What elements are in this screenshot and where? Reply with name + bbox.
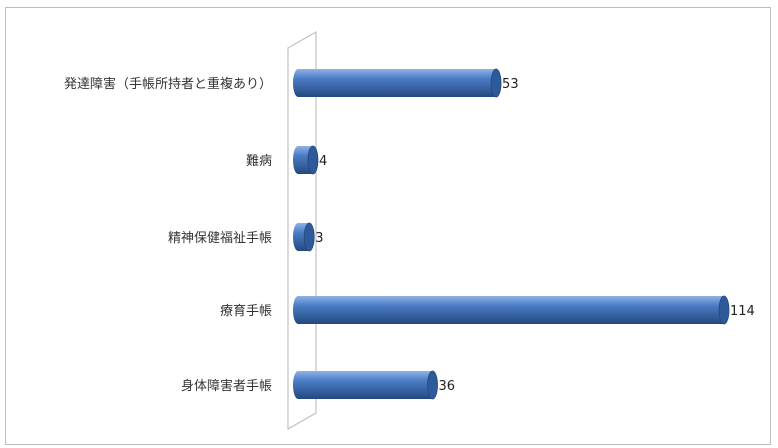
bar-end-cap: [303, 222, 315, 252]
data-label: 53: [502, 77, 519, 92]
bar-end-cap: [490, 68, 502, 98]
bar-series: [293, 68, 730, 400]
bar-5: [293, 370, 438, 400]
bar-start-cap: [293, 146, 303, 174]
data-labels: 53 4 3 114 36: [315, 77, 755, 394]
category-label: 発達障害（手帳所持者と重複あり）: [64, 76, 272, 92]
bar-3: [293, 222, 315, 252]
data-label: 114: [730, 304, 755, 319]
bar-start-cap: [293, 69, 303, 97]
back-wall-outline: [287, 30, 317, 431]
bar-2: [293, 145, 319, 175]
bar-end-cap: [307, 145, 319, 175]
bar-body: [298, 223, 310, 251]
bar-body: [298, 69, 497, 97]
bar-body: [298, 296, 724, 324]
data-label: 36: [439, 379, 456, 394]
category-label: 療育手帳: [220, 303, 272, 319]
chart-back-wall: [287, 30, 317, 431]
bar-1: [293, 68, 502, 98]
bar-body: [298, 371, 433, 399]
category-label: 難病: [246, 154, 272, 169]
category-label: 精神保健福祉手帳: [168, 231, 272, 246]
bar-start-cap: [293, 296, 303, 324]
data-label: 3: [315, 231, 323, 246]
bar-end-cap: [718, 295, 730, 325]
bar-start-cap: [293, 223, 303, 251]
bar-4: [293, 295, 730, 325]
bar-end-cap: [427, 370, 438, 400]
bar-start-cap: [293, 371, 303, 399]
category-label: 身体障害者手帳: [181, 378, 272, 394]
data-label: 4: [319, 154, 327, 169]
